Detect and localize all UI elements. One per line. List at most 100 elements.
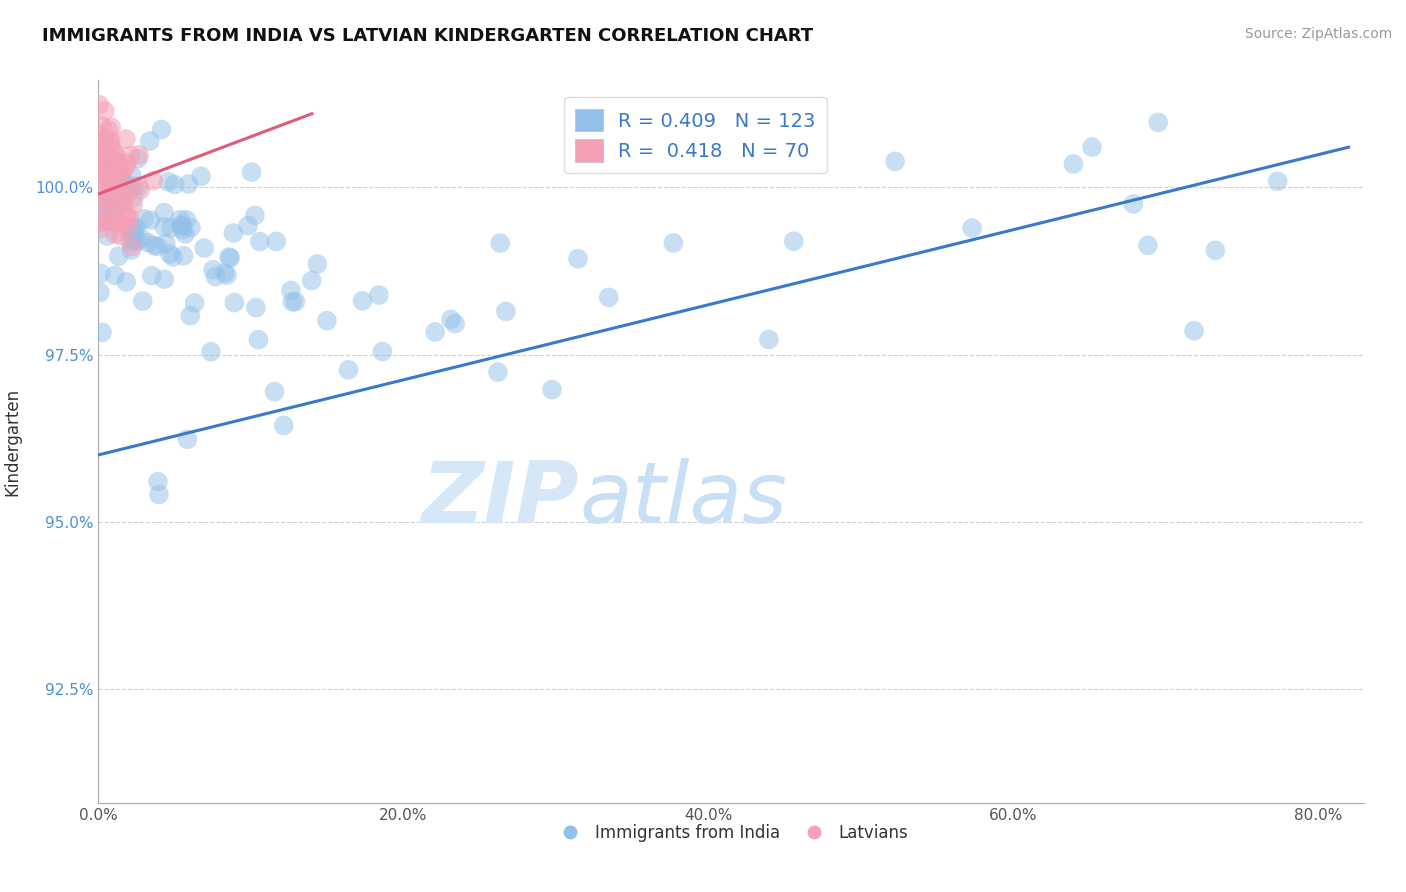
Point [190,169,212,184]
Point [153,219,176,234]
Point [120,148,142,162]
Point [541,383,564,397]
Point [127,152,149,166]
Point [107,158,129,172]
Point [115,132,138,146]
Point [122,191,145,205]
Point [118,233,141,247]
Point [120,220,142,235]
Point [193,241,215,255]
Point [202,262,225,277]
Point [128,179,150,194]
Point [219,251,242,265]
Point [176,432,198,446]
Point [93,213,115,227]
Point [169,212,191,227]
Point [98,199,121,213]
Point [162,250,184,264]
Point [200,344,222,359]
Point [214,266,236,280]
Point [110,228,132,243]
Point [114,190,136,204]
Point [444,317,467,331]
Point [91,169,114,184]
Point [486,365,509,379]
Point [337,363,360,377]
Point [89,97,111,112]
Point [236,219,259,233]
Point [240,165,263,179]
Point [153,205,176,219]
Point [89,285,111,300]
Point [112,174,135,188]
Point [280,284,302,298]
Point [423,325,446,339]
Point [111,192,134,206]
Point [122,234,145,248]
Point [139,213,162,227]
Point [108,218,131,232]
Point [104,227,127,241]
Point [121,239,143,253]
Y-axis label: Kindergarten: Kindergarten [4,387,21,496]
Point [115,208,138,222]
Point [124,228,146,243]
Point [96,161,118,175]
Point [91,202,114,217]
Point [122,197,145,211]
Point [662,235,685,250]
Point [98,214,121,228]
Point [93,180,115,194]
Point [93,103,115,118]
Text: IMMIGRANTS FROM INDIA VS LATVIAN KINDERGARTEN CORRELATION CHART: IMMIGRANTS FROM INDIA VS LATVIAN KINDERG… [42,27,813,45]
Point [91,326,114,340]
Point [98,135,121,149]
Point [143,238,166,252]
Point [316,313,339,327]
Point [172,223,194,237]
Point [222,226,245,240]
Point [100,134,122,148]
Point [121,169,143,183]
Point [160,220,183,235]
Point [155,236,177,251]
Point [1062,157,1084,171]
Point [120,181,142,195]
Point [122,179,145,194]
Point [174,227,197,241]
Point [148,487,170,501]
Point [218,250,240,264]
Point [91,148,114,162]
Point [97,158,120,172]
Point [101,214,124,228]
Point [107,249,129,263]
Point [163,178,186,192]
Point [127,234,149,248]
Text: atlas: atlas [579,458,787,541]
Point [204,269,226,284]
Point [247,333,270,347]
Point [440,312,463,326]
Point [120,227,142,241]
Point [107,185,129,199]
Point [93,134,115,148]
Point [173,249,195,263]
Point [103,202,125,216]
Point [1081,140,1104,154]
Point [264,235,287,249]
Point [100,178,122,193]
Point [90,266,112,280]
Point [1204,244,1226,258]
Point [90,221,112,235]
Point [101,205,124,219]
Point [170,219,193,233]
Point [103,182,125,196]
Point [125,219,148,234]
Point [107,216,129,230]
Point [139,134,162,148]
Point [89,214,111,228]
Point [90,134,112,148]
Point [118,211,141,225]
Point [129,231,152,245]
Point [146,239,169,253]
